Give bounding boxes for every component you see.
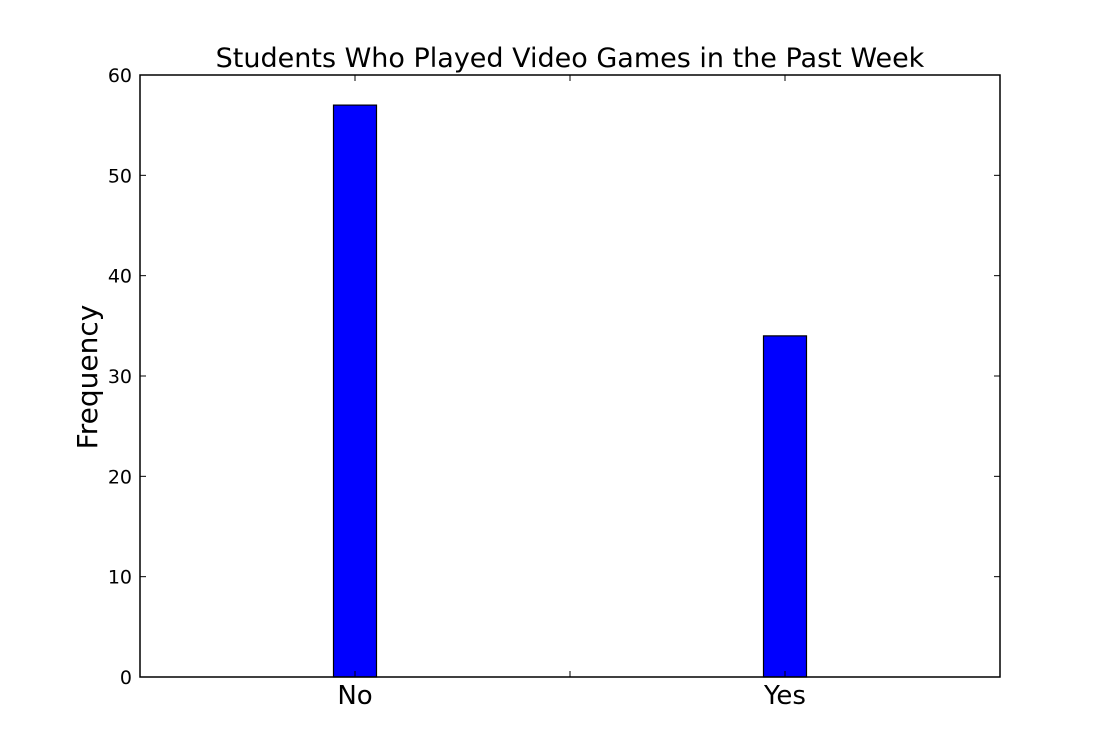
bars-layer	[332, 104, 808, 678]
y-axis-label: Frequency	[71, 305, 104, 450]
chart-title: Students Who Played Video Games in the P…	[216, 43, 925, 74]
bar-yes	[762, 335, 808, 678]
y-tick-label: 20	[108, 466, 132, 488]
y-tick-label: 0	[120, 667, 132, 689]
y-tick-label: 30	[108, 366, 132, 388]
plot-area-frame	[139, 74, 1001, 678]
bar-no	[332, 104, 378, 678]
ticks-layer: 0 10 20 30 40 50 60 No Yes	[108, 65, 1000, 711]
y-tick-label: 40	[108, 266, 132, 288]
x-tick-label-yes: Yes	[763, 681, 806, 711]
x-tick-label-no: No	[337, 681, 372, 711]
y-tick-label: 50	[108, 165, 132, 187]
y-tick-label: 10	[108, 567, 132, 589]
y-tick-label: 60	[108, 65, 132, 87]
